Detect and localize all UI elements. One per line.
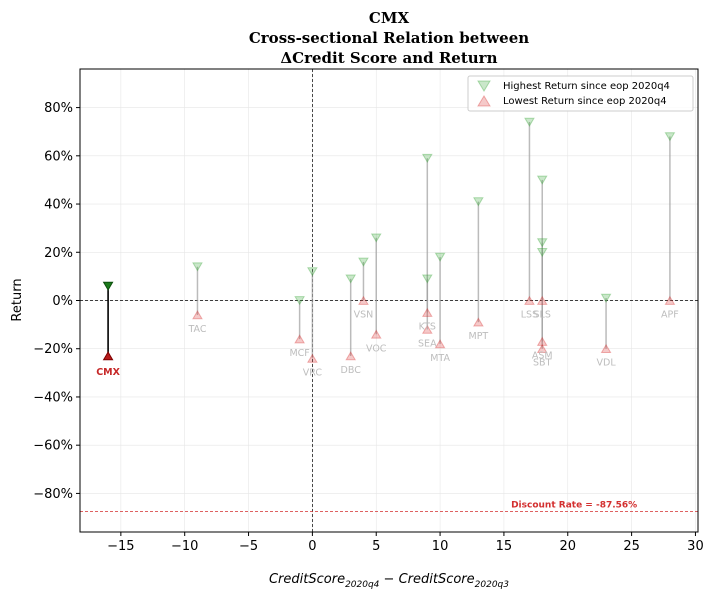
x-tick-label: 5 <box>372 539 380 554</box>
x-axis-label-sub-1: 2020q4 <box>345 580 380 590</box>
point-label: VOC <box>366 343 387 354</box>
point-label: APF <box>661 310 679 321</box>
high-marker <box>536 175 548 185</box>
legend-highest-marker <box>477 80 491 92</box>
x-tick-label: −10 <box>171 539 198 554</box>
high-marker <box>421 153 433 164</box>
y-tick-label: 80% <box>44 101 73 116</box>
x-tick-label: 0 <box>308 539 316 554</box>
point-label: MCF <box>289 348 309 359</box>
low-marker <box>536 295 548 305</box>
low-marker <box>294 334 305 344</box>
high-marker <box>600 293 612 303</box>
title-line-3: ΔCredit Score and Return <box>281 49 498 67</box>
y-axis-ticks: −80% −60% −40% −20% 0% 20% 40% 60% 80% <box>33 101 80 502</box>
x-tick-label: 10 <box>432 539 449 554</box>
high-marker <box>307 267 318 277</box>
point-label: VDL <box>597 358 617 369</box>
focus-label: CMX <box>96 367 120 378</box>
point-label: ASM <box>532 350 553 361</box>
x-axis-label-main-2: CreditScore <box>399 572 475 587</box>
focus-high-marker <box>102 281 114 291</box>
high-marker <box>192 262 203 272</box>
x-tick-label: 30 <box>687 539 704 554</box>
point-label: MPT <box>469 331 489 342</box>
low-marker <box>664 295 676 305</box>
x-axis-label-main-1: CreditScore <box>269 572 345 587</box>
point-label: DBC <box>341 365 362 376</box>
point-label: MTA <box>430 353 450 364</box>
y-tick-label: 60% <box>44 149 73 164</box>
x-axis-label: CreditScore2020q4 − CreditScore2020q3 <box>269 572 509 590</box>
legend-lowest-marker <box>477 95 491 107</box>
low-marker <box>524 295 535 305</box>
point-label: VRC <box>303 367 323 378</box>
y-tick-label: −40% <box>33 390 73 405</box>
grid-lines <box>80 69 698 532</box>
y-tick-label: 20% <box>44 246 73 261</box>
point-markers <box>102 117 676 363</box>
x-tick-label: 25 <box>623 539 640 554</box>
high-marker <box>524 117 535 127</box>
legend-highest-label: Highest Return since eop 2020q4 <box>503 81 670 92</box>
high-marker <box>370 233 382 243</box>
point-label: TAC <box>187 324 206 335</box>
y-tick-label: 0% <box>52 294 73 309</box>
discount-rate-label: Discount Rate = -87.56% <box>511 501 637 511</box>
chart-title: CMX Cross-sectional Relation between ΔCr… <box>249 9 529 67</box>
title-line-1: CMX <box>369 9 410 27</box>
x-axis-ticks: −15 −10 −5 0 5 10 15 20 25 30 <box>107 532 704 554</box>
point-label: SLS <box>534 310 551 321</box>
low-marker <box>536 336 548 346</box>
y-tick-label: −80% <box>33 487 73 502</box>
low-marker <box>370 329 382 339</box>
focus-low-marker <box>102 351 114 361</box>
y-tick-label: −20% <box>33 342 73 357</box>
low-marker <box>307 353 318 363</box>
high-marker <box>473 197 484 207</box>
low-marker <box>473 317 484 327</box>
high-marker <box>536 238 548 248</box>
x-axis-label-minus: − <box>379 572 398 587</box>
high-marker <box>434 252 446 262</box>
y-tick-label: 40% <box>44 198 73 213</box>
x-axis-label-sub-2: 2020q3 <box>475 580 510 590</box>
low-marker <box>600 343 612 354</box>
low-marker <box>358 295 369 305</box>
x-tick-label: 20 <box>559 539 576 554</box>
low-marker <box>434 339 446 349</box>
high-marker <box>536 247 548 258</box>
point-label: SBT <box>533 358 552 369</box>
y-axis-label: Return <box>10 278 25 321</box>
high-marker <box>664 132 676 142</box>
high-marker <box>345 274 357 284</box>
low-marker <box>192 310 203 320</box>
point-label: LSS <box>521 310 538 321</box>
low-marker <box>536 343 548 354</box>
legend-lowest-label: Lowest Return since eop 2020q4 <box>503 96 667 107</box>
range-stems <box>107 122 671 359</box>
x-tick-label: −15 <box>107 539 134 554</box>
point-label: VSN <box>354 310 374 321</box>
point-label: SEA <box>418 338 437 349</box>
high-marker <box>421 274 433 284</box>
x-tick-label: 15 <box>496 539 513 554</box>
legend-box <box>467 75 694 112</box>
title-line-2: Cross-sectional Relation between <box>249 29 529 47</box>
point-label: KTS <box>419 322 436 333</box>
legend: Highest Return since eop 2020q4 Lowest R… <box>467 75 694 112</box>
high-marker <box>358 257 369 267</box>
low-marker <box>421 324 433 334</box>
y-tick-label: −60% <box>33 439 73 454</box>
low-marker <box>345 351 357 361</box>
x-tick-label: −5 <box>239 539 258 554</box>
high-marker <box>294 296 305 306</box>
low-marker <box>421 307 433 317</box>
